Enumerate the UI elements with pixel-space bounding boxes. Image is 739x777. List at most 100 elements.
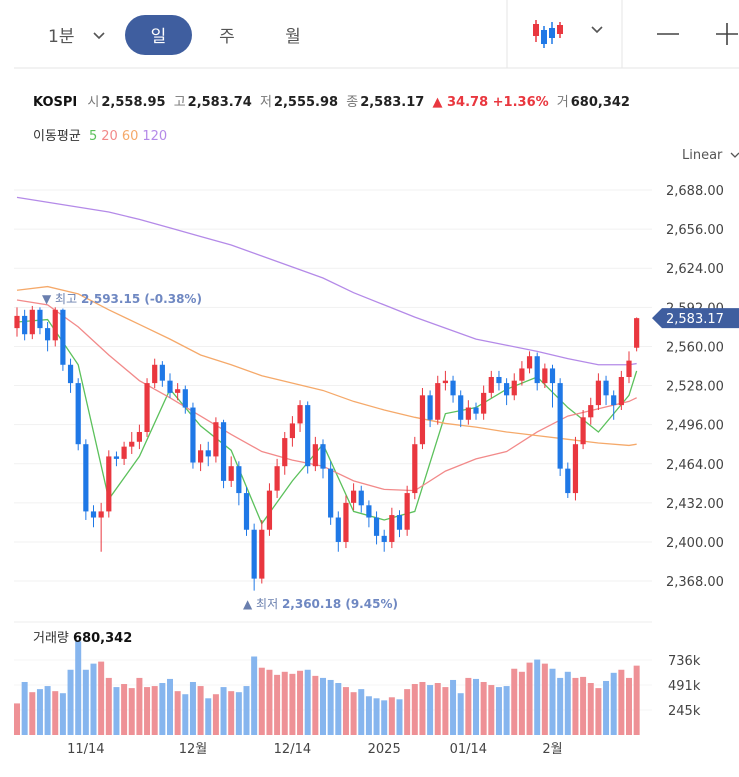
high-annotation-label: ▼ 최고 [42,292,77,306]
volume-bar [518,671,525,735]
candle-body [481,392,487,414]
volume-bar [526,662,533,735]
candle-body [205,450,211,457]
interval-day[interactable]: 일 [151,27,167,47]
current-price-tag [652,308,739,329]
volume-bar [488,685,495,735]
scale-dropdown[interactable] [730,152,739,158]
volume-bar [151,686,158,735]
volume-bar [29,692,36,735]
moving-average-line [16,299,637,492]
candle-body [404,493,410,530]
candle-body [121,446,127,459]
volume-bar [495,687,502,735]
interval-week[interactable]: 주 [219,27,235,47]
candle-body [496,376,502,384]
volume-bar [258,667,265,735]
volume-bar [297,670,304,735]
volume-tick-label: 491k [668,679,701,694]
low-value: 2,555.98 [274,95,338,110]
chart-type-dropdown[interactable] [591,26,603,34]
y-tick-label: 2,464.00 [666,458,724,473]
candle-body [511,380,517,396]
candle-body [144,383,150,432]
zoom-in[interactable] [716,23,738,45]
volume-bar [105,677,112,735]
volume-bar [44,686,51,735]
volume-bar [388,697,395,735]
volume-bar [465,677,472,735]
candle-body [29,309,35,335]
volume-bar [626,677,632,735]
volume-bar [603,680,610,735]
candle-body [289,423,295,439]
y-tick-label: 2,528.00 [666,380,724,395]
interval-month[interactable]: 월 [285,27,301,47]
volume-bar [144,687,151,735]
volume-bar [335,683,342,735]
candle-body [282,438,288,467]
volume-bar [541,663,548,735]
plot [14,196,640,735]
candle-body [396,515,403,530]
high-annotation-text: 2,593.15 (-0.38%) [81,292,202,306]
candle-body [266,490,273,530]
current-price-label: 2,583.17 [666,312,724,327]
scale-select[interactable]: Linear [682,148,723,163]
candle-body [198,450,204,463]
volume-bar [633,665,640,735]
active-interval-pill[interactable] [125,15,192,55]
candle-body [251,529,257,579]
candle-body [75,383,81,445]
chart-type-icon[interactable] [533,20,563,48]
change: ▲ 34.78 +1.36% [432,95,548,110]
y-tick-label: 2,688.00 [666,184,724,199]
volume-bar [450,679,457,735]
candle-body [373,517,380,536]
candle-body [60,309,66,365]
volume-bar [98,661,105,735]
candle-body [182,389,188,408]
candle-body [67,364,74,384]
volume-bar [572,677,579,735]
volume-bar [52,691,59,735]
volume-bar [595,688,602,735]
candle-body [220,422,227,481]
volume-bar [289,673,296,735]
candle-body [603,380,609,396]
volume-bar [121,684,128,735]
candle-body [618,376,624,406]
moving-average-line [16,196,637,366]
candle-body [152,364,158,384]
candle-body [519,368,525,381]
volume-bar [274,674,281,735]
volume-bar [404,689,411,735]
volume-bar [243,686,250,735]
candle-body [458,395,464,420]
volume-bar [197,686,204,735]
y-tick-label: 2,496.00 [666,419,724,434]
volume-bar [59,693,66,735]
interval-dropdown[interactable] [93,32,105,40]
volume-bar [14,703,20,735]
candle-body [297,405,303,424]
candle-body [580,417,586,445]
volume-bar [350,692,357,735]
high-value: 2,583.74 [188,95,252,110]
candle-body [549,368,556,384]
volume-legend-value: 680,342 [73,631,132,646]
y-tick-label: 2,624.00 [666,262,724,277]
volume-bar [304,669,311,735]
volume-bar [266,669,273,735]
volume-bar [128,688,135,735]
candle-body [611,395,617,406]
candle-body [442,380,448,384]
x-tick-label: 12월 [179,742,208,757]
x-tick-label: 12/14 [274,742,311,757]
volume-value: 680,342 [571,95,630,110]
volume-bar [36,689,43,735]
open-value: 2,558.95 [101,95,165,110]
volume-bar [21,681,28,735]
ma-legend-item: 20 [101,129,118,144]
interval-1m[interactable]: 1분 [48,27,74,47]
